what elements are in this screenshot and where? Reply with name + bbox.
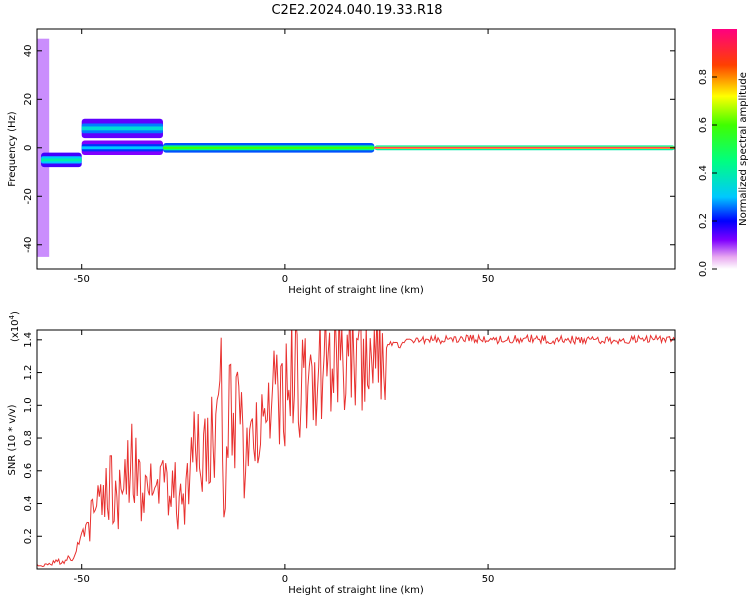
heatmap-layer <box>37 38 675 257</box>
x-tick-label: 50 <box>482 574 495 585</box>
y-tick-label: 0.8 <box>23 430 34 446</box>
spectrogram-x-axis-label: Height of straight line (km) <box>288 285 424 296</box>
x-tick-label: 0 <box>282 574 288 585</box>
x-tick-label: -50 <box>74 574 90 585</box>
spectrogram-panel: -50 0 50 40 20 0 -20 -40 Height of straight li… <box>7 28 676 296</box>
spectrogram-x-ticks: -50 0 50 <box>74 29 495 285</box>
colorbar-gradient <box>712 29 737 269</box>
colorbar-tick-label: 0.2 <box>698 213 709 229</box>
colorbar-tick-label: 0.6 <box>698 117 709 133</box>
heatmap-cell <box>374 147 675 149</box>
y-tick-label: 1.4 <box>23 332 34 348</box>
snr-x-ticks: -50 0 50 <box>74 330 495 585</box>
x-tick-label: -50 <box>74 274 90 285</box>
spectrogram-y-axis-label: Frequency (Hz) <box>7 111 18 187</box>
x-tick-label: 0 <box>282 274 288 285</box>
snr-scale-prefix: (x10 <box>10 319 21 342</box>
heatmap-cell <box>162 146 375 149</box>
chart-title: C2E2.2024.040.19.33.R18 <box>271 3 442 18</box>
heatmap-cell <box>37 38 50 257</box>
colorbar: 0.0 0.2 0.4 0.6 0.8 Normalized spectral ampl… <box>698 29 749 277</box>
snr-scale-label: (x104) <box>8 311 21 342</box>
y-tick-label: 0.2 <box>23 528 34 544</box>
y-tick-label: 1.0 <box>23 397 34 413</box>
heatmap-cell <box>41 158 82 162</box>
y-tick-label: 0 <box>23 145 34 151</box>
snr-y-axis-label: SNR (10 * v/v) <box>7 404 18 475</box>
snr-y-ticks: 0.2 0.4 0.6 0.8 1.0 1.2 1.4 <box>23 332 675 544</box>
snr-scale-suffix: ) <box>10 311 21 315</box>
colorbar-tick-label: 0.0 <box>698 261 709 277</box>
y-tick-label: -20 <box>23 188 34 204</box>
x-tick-label: 50 <box>482 274 495 285</box>
snr-line-layer <box>37 330 675 568</box>
spectrogram-frame <box>36 28 676 270</box>
heatmap-cell <box>81 126 163 131</box>
y-tick-label: 40 <box>23 44 34 57</box>
colorbar-tick-label: 0.4 <box>698 165 709 181</box>
snr-frame <box>36 329 676 570</box>
snr-x-axis-label: Height of straight line (km) <box>288 585 424 596</box>
y-tick-label: 0.4 <box>23 496 34 512</box>
y-tick-label: -40 <box>23 237 34 253</box>
y-tick-label: 20 <box>23 93 34 106</box>
y-tick-label: 1.2 <box>23 365 34 381</box>
snr-panel: -50 0 50 0.2 0.4 0.6 0.8 1.0 1.2 1.4 Height of s… <box>7 311 676 596</box>
snr-series-line <box>37 330 675 568</box>
colorbar-label: Normalized spectral amplitude <box>738 72 749 226</box>
colorbar-tick-label: 0.8 <box>698 69 709 85</box>
spectrogram-y-ticks: 40 20 0 -20 -40 <box>23 44 675 253</box>
snr-scale-exponent: 4 <box>8 314 16 319</box>
heatmap-cell <box>81 146 163 150</box>
colorbar-ticks: 0.0 0.2 0.4 0.6 0.8 <box>698 69 717 277</box>
y-tick-label: 0.6 <box>23 463 34 479</box>
